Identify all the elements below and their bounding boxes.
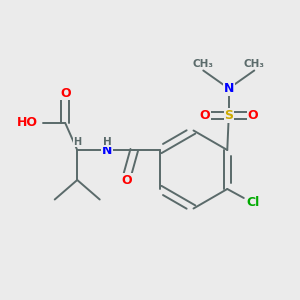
Text: H: H: [73, 136, 81, 147]
Text: S: S: [224, 109, 233, 122]
Text: CH₃: CH₃: [244, 59, 265, 69]
Text: H: H: [103, 136, 112, 147]
Text: HO: HO: [17, 116, 38, 130]
Text: O: O: [248, 109, 258, 122]
Text: N: N: [102, 143, 112, 157]
Text: O: O: [122, 173, 132, 187]
Text: O: O: [200, 109, 210, 122]
Text: CH₃: CH₃: [193, 59, 214, 69]
Text: N: N: [224, 82, 234, 95]
Text: O: O: [60, 86, 70, 100]
Text: Cl: Cl: [246, 196, 260, 209]
